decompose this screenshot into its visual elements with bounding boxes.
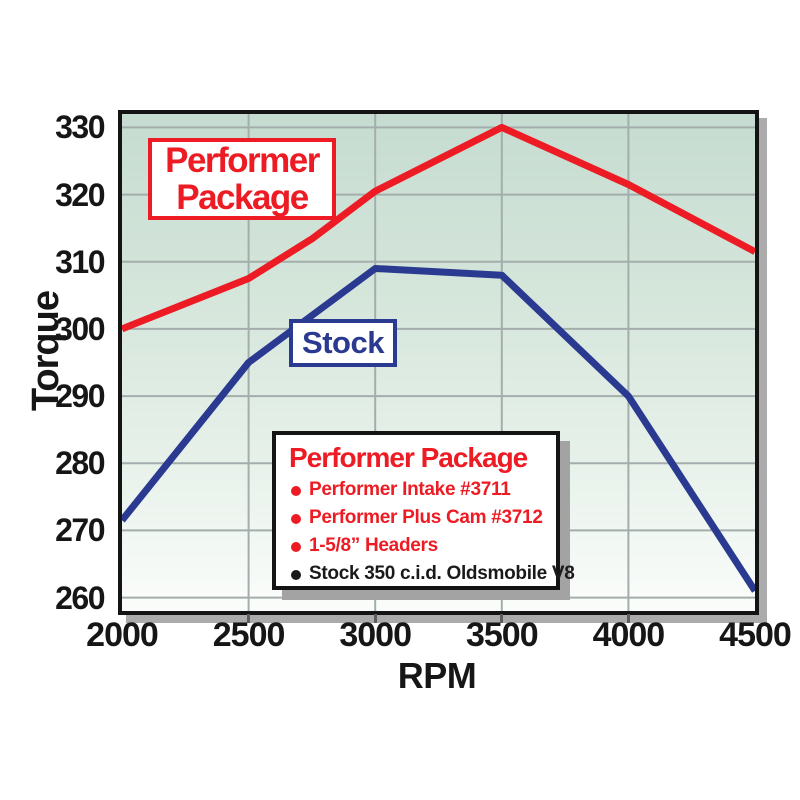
y-tick-label: 270 [55,512,105,549]
y-tick-label: 260 [55,579,105,616]
y-tick-label: 320 [55,176,105,213]
legend-item-text: 1-5/8” Headers [309,535,438,556]
y-tick-label: 280 [55,445,105,482]
bullet-icon [291,485,301,496]
performer-callout-line1: Performer [165,141,320,180]
x-tick-label: 3500 [465,616,539,654]
legend-item-text: Performer Intake #3711 [309,479,511,500]
y-tick-label: 330 [55,109,105,146]
x-tick-mark [247,614,251,623]
y-tick-label: 310 [55,243,105,280]
legend-box: Performer Package Performer Intake #3711… [272,431,575,590]
y-tick-label: 300 [55,310,105,347]
performer-package-line [122,123,755,333]
x-tick-label: 2500 [212,616,286,654]
legend-list: Performer Intake #3711 Performer Plus Cam… [289,476,575,588]
chart-plot-svg [122,114,755,611]
legend-item-text: Performer Plus Cam #3712 [309,507,543,528]
performer-package-callout: Performer Package [148,138,336,220]
bullet-icon [291,569,301,580]
performer-callout-line2: Package [176,178,309,217]
legend-item: Performer Plus Cam #3712 [289,504,543,532]
x-tick-mark [373,614,377,623]
x-tick-label: 4000 [592,616,666,654]
stock-callout-label: Stock [302,325,384,360]
x-tick-label: 3000 [339,616,412,654]
stock-callout: Stock [289,319,397,367]
stock-line [122,265,755,593]
x-tick-mark [500,614,504,623]
x-tick-label: 2000 [86,616,159,654]
legend-item: 1-5/8” Headers [289,532,543,560]
legend-item: Stock 350 c.i.d. Oldsmobile V8 [289,560,575,588]
legend-title: Performer Package [289,442,528,473]
bullet-icon [291,541,301,552]
y-tick-label: 290 [55,378,105,415]
legend-item-text: Stock 350 c.i.d. Oldsmobile V8 [309,563,575,584]
bullet-icon [291,513,301,524]
plot-area: Performer Package Stock Performer Packag… [118,110,759,615]
x-axis-title: RPM [397,655,477,696]
legend-item: Performer Intake #3711 [289,476,543,504]
x-tick-mark [626,614,630,623]
x-tick-label: 4500 [719,616,792,654]
